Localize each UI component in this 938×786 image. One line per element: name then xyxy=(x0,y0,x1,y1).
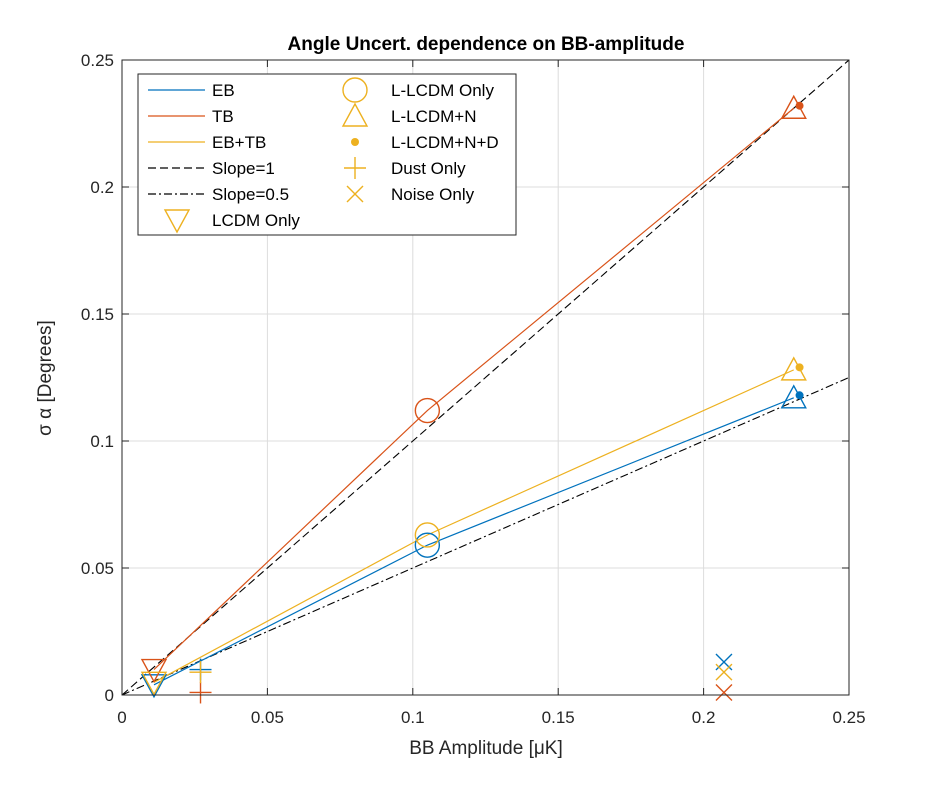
y-axis-label: σ α [Degrees] xyxy=(35,320,56,436)
legend-box xyxy=(137,73,517,236)
legend-item-eb: EB xyxy=(148,81,235,100)
legend-swatch-lcdm-only xyxy=(163,209,191,234)
legend-item-slope-1: Slope=1 xyxy=(148,159,275,178)
legend-label-lcdm-only: LCDM Only xyxy=(212,211,300,230)
y-tick-label: 0 xyxy=(105,686,114,705)
marker-tb-l-lcdm-n-d xyxy=(795,101,804,110)
marker-tb-lcdm-only xyxy=(140,658,168,684)
series-line-eb-tb xyxy=(153,369,794,683)
reference-line-slope-0-5 xyxy=(122,376,849,695)
legend-item-eb-tb: EB+TB xyxy=(148,133,266,152)
legend-swatch-noise-only xyxy=(346,185,364,203)
legend-label-l-lcdm-n-d: L-LCDM+N+D xyxy=(391,133,499,152)
x-tick-label: 0.2 xyxy=(692,708,716,727)
x-tick-label: 0.1 xyxy=(401,708,425,727)
marker-eb-tb-l-lcdm-n-d xyxy=(795,363,804,372)
y-tick-label: 0.25 xyxy=(81,51,114,70)
legend-label-eb: EB xyxy=(212,81,235,100)
marker-eb-l-lcdm-n-d-shape xyxy=(795,391,804,400)
marker-eb-l-lcdm-n-d xyxy=(795,391,804,400)
legend-swatch-l-lcdm-n-d-shape xyxy=(351,138,359,146)
legend-item-tb: TB xyxy=(148,107,234,126)
x-tick-label: 0.05 xyxy=(251,708,284,727)
legend-swatch-l-lcdm-n xyxy=(341,102,369,127)
marker-eb-tb-l-lcdm-only-shape xyxy=(414,522,441,548)
marker-eb-l-lcdm-only-shape xyxy=(414,532,441,558)
marker-eb-tb-l-lcdm-only xyxy=(414,522,441,548)
legend-swatch-l-lcdm-only xyxy=(342,77,368,103)
legend-item-noise-only: Noise Only xyxy=(346,185,475,204)
marker-eb-tb-l-lcdm-n-d-shape xyxy=(795,363,804,372)
marker-eb-tb-noise-only-b xyxy=(715,663,733,681)
marker-tb-noise-only xyxy=(715,683,733,701)
legend-swatch-dust-only xyxy=(344,157,366,179)
marker-tb-l-lcdm-only-shape xyxy=(414,397,441,424)
marker-eb-l-lcdm-only xyxy=(414,532,441,558)
y-tick-label: 0.05 xyxy=(81,559,114,578)
legend-swatch-l-lcdm-only-shape xyxy=(342,77,368,103)
legend-swatch-lcdm-only-shape xyxy=(163,209,191,234)
series-line-tb xyxy=(153,107,795,671)
legend-label-dust-only: Dust Only xyxy=(391,159,466,178)
x-tick-label: 0 xyxy=(117,708,126,727)
x-tick-label: 0.25 xyxy=(832,708,865,727)
reference-line-slope-1 xyxy=(122,60,849,695)
y-tick-label: 0.15 xyxy=(81,305,114,324)
marker-tb-lcdm-only-shape xyxy=(140,658,168,684)
legend-item-l-lcdm-n-d: L-LCDM+N+D xyxy=(351,133,499,152)
legend-swatch-l-lcdm-n-shape xyxy=(341,102,369,127)
marker-eb-tb-dust-only xyxy=(189,661,212,684)
legend-swatch-l-lcdm-n-d xyxy=(351,138,359,146)
marker-eb-tb-lcdm-only xyxy=(140,671,168,696)
y-tick-label: 0.1 xyxy=(90,432,114,451)
marker-eb-lcdm-only-shape xyxy=(140,674,168,699)
legend-label-l-lcdm-n: L-LCDM+N xyxy=(391,107,477,126)
legend-label-slope-0-5: Slope=0.5 xyxy=(212,185,289,204)
legend-swatch-noise-only-b xyxy=(346,185,364,203)
data-layer xyxy=(122,60,849,695)
marker-eb-lcdm-only xyxy=(140,674,168,699)
y-tick-label: 0.2 xyxy=(90,178,114,197)
legend-label-slope-1: Slope=1 xyxy=(212,159,275,178)
legend-label-noise-only: Noise Only xyxy=(391,185,475,204)
legend-item-lcdm-only: LCDM Only xyxy=(163,209,300,234)
legend-label-l-lcdm-only: L-LCDM Only xyxy=(391,81,494,100)
marker-tb-l-lcdm-n-d-shape xyxy=(795,101,804,110)
marker-eb-tb-noise-only xyxy=(715,663,733,681)
legend-item-dust-only: Dust Only xyxy=(344,157,466,179)
marker-eb-tb-lcdm-only-shape xyxy=(140,671,168,696)
chart-title: Angle Uncert. dependence on BB-amplitude xyxy=(288,34,685,55)
marker-tb-noise-only-b xyxy=(715,683,733,701)
legend-label-tb: TB xyxy=(212,107,234,126)
legend-item-l-lcdm-only: L-LCDM Only xyxy=(342,77,494,103)
legend-item-l-lcdm-n: L-LCDM+N xyxy=(341,102,477,127)
x-axis-label: BB Amplitude [μK] xyxy=(409,738,563,759)
legend: EB TB EB+TB Slope=1 Slope=0.5 LCDM Only L-LCDM… xyxy=(137,73,517,236)
series-line-eb xyxy=(153,397,794,686)
axes-box xyxy=(121,59,850,696)
marker-tb-dust-only xyxy=(189,681,212,704)
legend-item-slope-0-5: Slope=0.5 xyxy=(148,185,289,204)
x-tick-label: 0.15 xyxy=(542,708,575,727)
marker-tb-l-lcdm-only xyxy=(414,397,441,424)
legend-label-eb-tb: EB+TB xyxy=(212,133,266,152)
